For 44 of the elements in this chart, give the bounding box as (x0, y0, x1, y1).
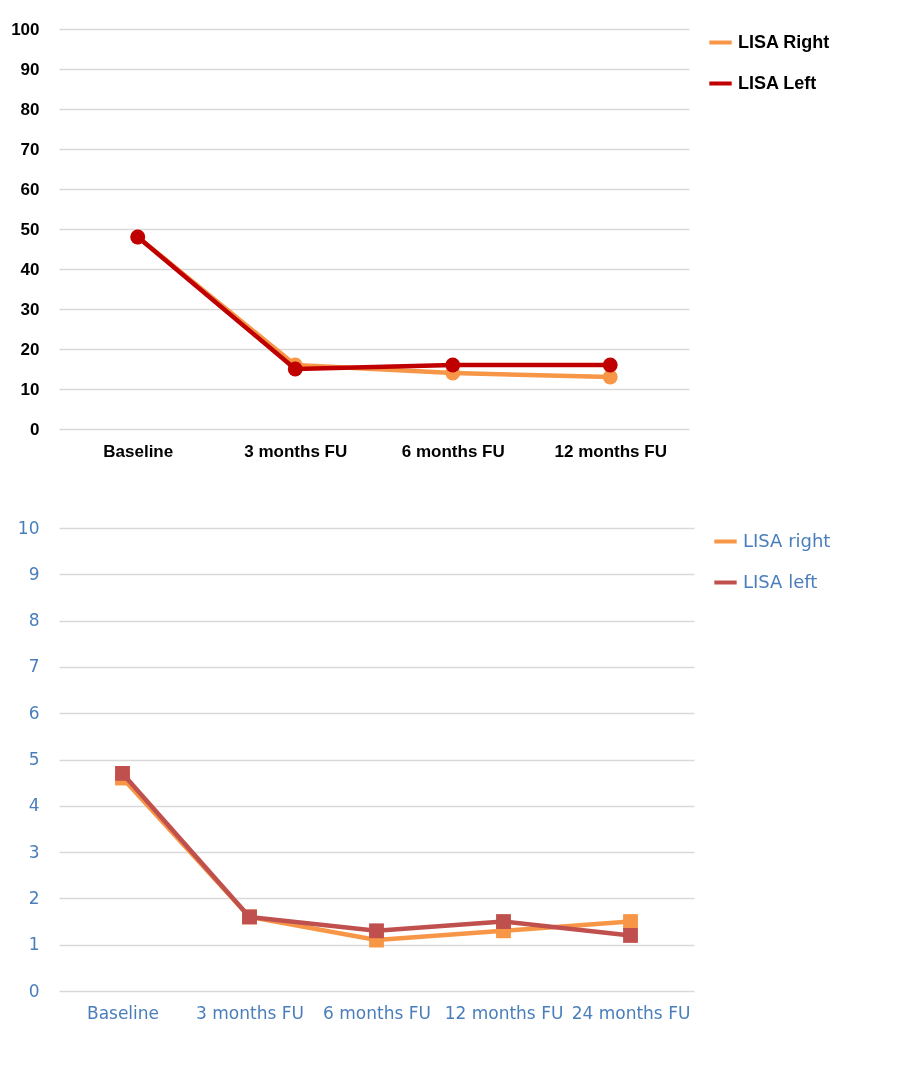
y-tick-label: 10 (20, 379, 40, 399)
y-tick-label: 0 (30, 419, 40, 439)
point (623, 914, 638, 929)
point (369, 923, 384, 939)
x-tick-label: Baseline (103, 441, 174, 461)
y-tick-label: 40 (20, 259, 40, 279)
legend-label: LISA Right (738, 31, 830, 52)
y-tick-label: 10 (17, 517, 40, 538)
legend-label: LISA right (743, 529, 831, 551)
point (496, 914, 511, 929)
y-tick-label: 80 (20, 99, 40, 119)
x-tick-label: 3 months FU (196, 1002, 304, 1023)
legend-label: LISA left (743, 570, 818, 592)
point (602, 369, 618, 385)
y-tick-label: 60 (20, 179, 40, 199)
y-tick-label: 90 (20, 59, 40, 79)
y-tick-label: 6 (28, 702, 40, 723)
x-tick-label: 24 months FU (571, 1002, 691, 1023)
y-tick-label: 9 (28, 563, 40, 584)
y-tick-label: 2 (28, 887, 40, 908)
x-tick-label: 6 months FU (401, 441, 505, 461)
y-tick-label: 20 (20, 339, 40, 359)
point (445, 357, 461, 373)
y-tick-label: 4 (28, 795, 40, 816)
x-tick-label: 6 months FU (323, 1002, 431, 1023)
y-tick-label: 30 (20, 299, 40, 319)
y-tick-label: 0 (28, 980, 40, 1001)
x-tick-label: 12 months FU (444, 1002, 564, 1023)
y-tick-label: 50 (20, 219, 40, 239)
y-tick-label: 3 (28, 841, 40, 862)
point (602, 357, 618, 373)
y-tick-label: 1 (28, 934, 40, 955)
legend-label: LISA Left (738, 72, 817, 93)
y-tick-label: 5 (28, 749, 40, 769)
y-tick-label: 100 (11, 19, 40, 39)
point (623, 928, 638, 943)
y-tick-label: 7 (28, 656, 40, 677)
y-tick-label: 8 (28, 610, 40, 631)
x-tick-label: Baseline (86, 1002, 160, 1023)
y-tick-label: 70 (20, 139, 40, 159)
x-tick-label: 3 months FU (244, 441, 348, 461)
x-tick-label: 12 months FU (554, 441, 667, 461)
point (287, 361, 303, 377)
point (115, 765, 130, 781)
